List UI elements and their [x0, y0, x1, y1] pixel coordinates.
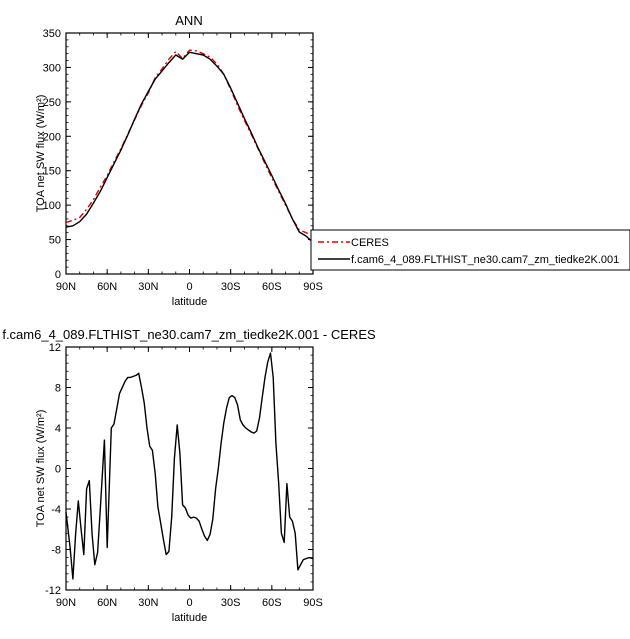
x-tick-label: 30S	[221, 597, 241, 609]
x-tick-label: 60N	[97, 281, 117, 293]
chart-title: ANN	[175, 13, 202, 28]
y-tick-label: 0	[55, 464, 61, 476]
y-tick-label: 8	[55, 383, 61, 395]
y-tick-label: -12	[45, 585, 61, 597]
x-tick-label: 0	[186, 281, 192, 293]
chart-1: 90N 60N 30N 0 30S 60S 90S 0 50 100 150 200 250 300 350…	[35, 13, 323, 308]
y-tick-label: 300	[43, 62, 61, 74]
y-tick-label: 200	[43, 131, 61, 143]
series-line-1	[65, 352, 314, 580]
x-tick-label: 90N	[56, 281, 76, 293]
series-line-1	[65, 49, 314, 237]
y-tick-label: 12	[49, 342, 61, 354]
legend-box	[310, 229, 630, 271]
chart-2: 90N 60N 30N 0 30S 60S 90S -12 -8 -4 0 4 8 12f.cam6_4_…	[2, 327, 376, 624]
legend-label-model: f.cam6_4_089.FLTHIST_ne30.cam7_zm_tiedke…	[351, 254, 619, 266]
y-axis-label: TOA net SW flux (W/m²)	[35, 410, 47, 528]
x-tick-label: 60S	[262, 281, 282, 293]
x-tick-label: 90S	[303, 281, 323, 293]
series-line-2	[65, 51, 314, 243]
x-tick-label: 0	[186, 597, 192, 609]
x-axis-label: latitude	[172, 296, 207, 308]
y-tick-label: 350	[43, 28, 61, 40]
x-tick-label: 60N	[97, 597, 117, 609]
x-axis-label: latitude	[172, 612, 207, 624]
legend: CERES f.cam6_4_089.FLTHIST_ne30.cam7_zm_t…	[310, 229, 630, 271]
y-tick-label: 4	[55, 423, 61, 435]
y-tick-label: 100	[43, 200, 61, 212]
chart-title: f.cam6_4_089.FLTHIST_ne30.cam7_zm_tiedke…	[2, 327, 376, 342]
x-tick-label: 90N	[56, 597, 76, 609]
x-tick-label: 30S	[221, 281, 241, 293]
y-tick-label: -4	[51, 504, 61, 516]
x-tick-label: 30N	[138, 597, 158, 609]
y-tick-label: 50	[49, 235, 61, 247]
x-tick-label: 30N	[138, 281, 158, 293]
legend-label-ceres: CERES	[351, 237, 389, 249]
y-tick-label: 0	[55, 269, 61, 281]
plot-frame	[65, 32, 314, 275]
y-tick-label: 150	[43, 166, 61, 178]
y-axis-label: TOA net SW flux (W/m²)	[35, 95, 47, 213]
x-tick-label: 90S	[303, 597, 323, 609]
y-tick-label: -8	[51, 545, 61, 557]
y-tick-label: 250	[43, 97, 61, 109]
x-tick-label: 60S	[262, 597, 282, 609]
